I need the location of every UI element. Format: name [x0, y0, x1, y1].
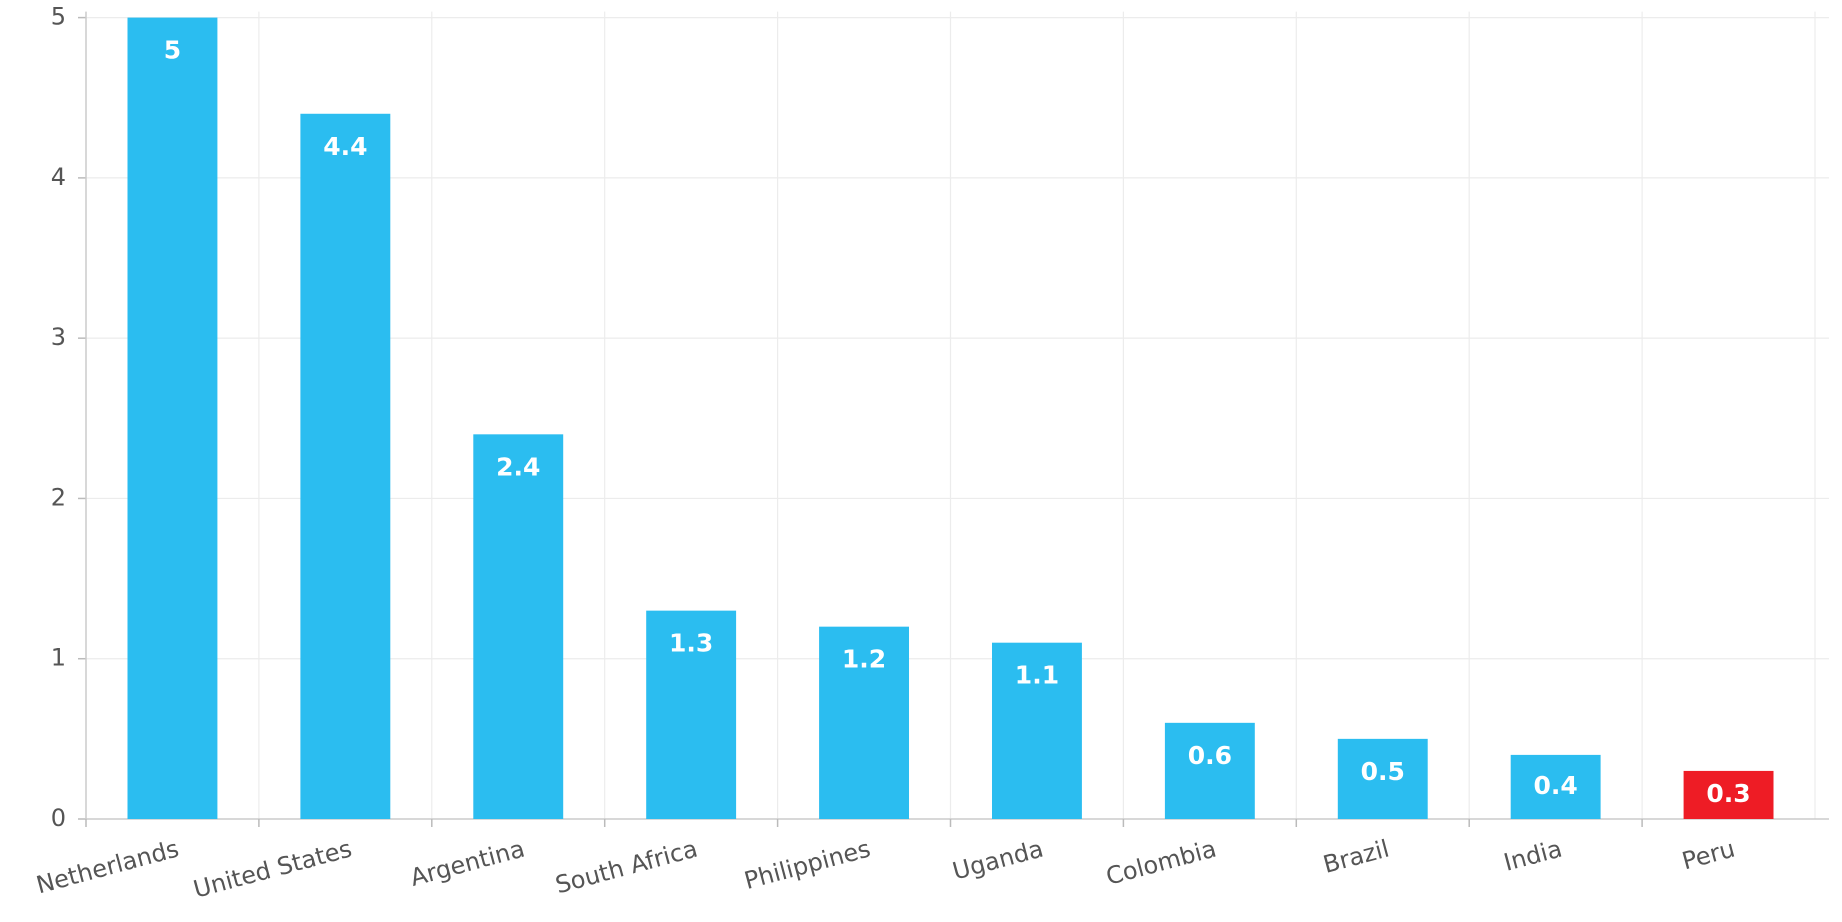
- y-tick-label: 0: [51, 804, 66, 832]
- y-tick-label: 2: [51, 483, 66, 511]
- y-tick-label: 3: [51, 323, 66, 351]
- x-tick-label: United States: [190, 835, 354, 904]
- bar: [1683, 770, 1774, 819]
- data-label: 1.2: [842, 645, 886, 674]
- data-label: 4.4: [323, 132, 367, 161]
- x-tick-label: Philippines: [741, 835, 873, 896]
- data-label: 1.1: [1015, 661, 1059, 690]
- x-tick-label: South Africa: [552, 835, 700, 900]
- data-label: 5: [164, 36, 181, 65]
- data-label: 0.4: [1534, 771, 1578, 800]
- bar: [1510, 754, 1601, 819]
- data-label: 1.3: [669, 629, 713, 658]
- bar: [1337, 738, 1428, 819]
- x-tick-label: Colombia: [1103, 835, 1219, 891]
- x-tick-label: Argentina: [407, 835, 527, 892]
- bar: [473, 434, 564, 819]
- data-label: 0.3: [1706, 779, 1750, 808]
- x-tick-label: Brazil: [1320, 835, 1392, 879]
- bar: [127, 17, 218, 820]
- bar: [819, 626, 910, 819]
- data-label: 2.4: [496, 452, 540, 481]
- x-tick-label: India: [1501, 835, 1565, 877]
- x-tick-label: Uganda: [950, 835, 1047, 886]
- bar: [300, 113, 391, 819]
- bar: [991, 642, 1082, 819]
- y-tick-label: 4: [51, 163, 66, 191]
- y-tick-label: 5: [51, 3, 66, 31]
- x-tick-label: Netherlands: [33, 835, 182, 900]
- y-tick-label: 1: [51, 644, 66, 672]
- data-label: 0.5: [1361, 757, 1405, 786]
- data-label: 0.6: [1188, 741, 1232, 770]
- x-tick-label: Peru: [1679, 835, 1738, 876]
- bar: [646, 610, 737, 819]
- bar: [1164, 722, 1255, 819]
